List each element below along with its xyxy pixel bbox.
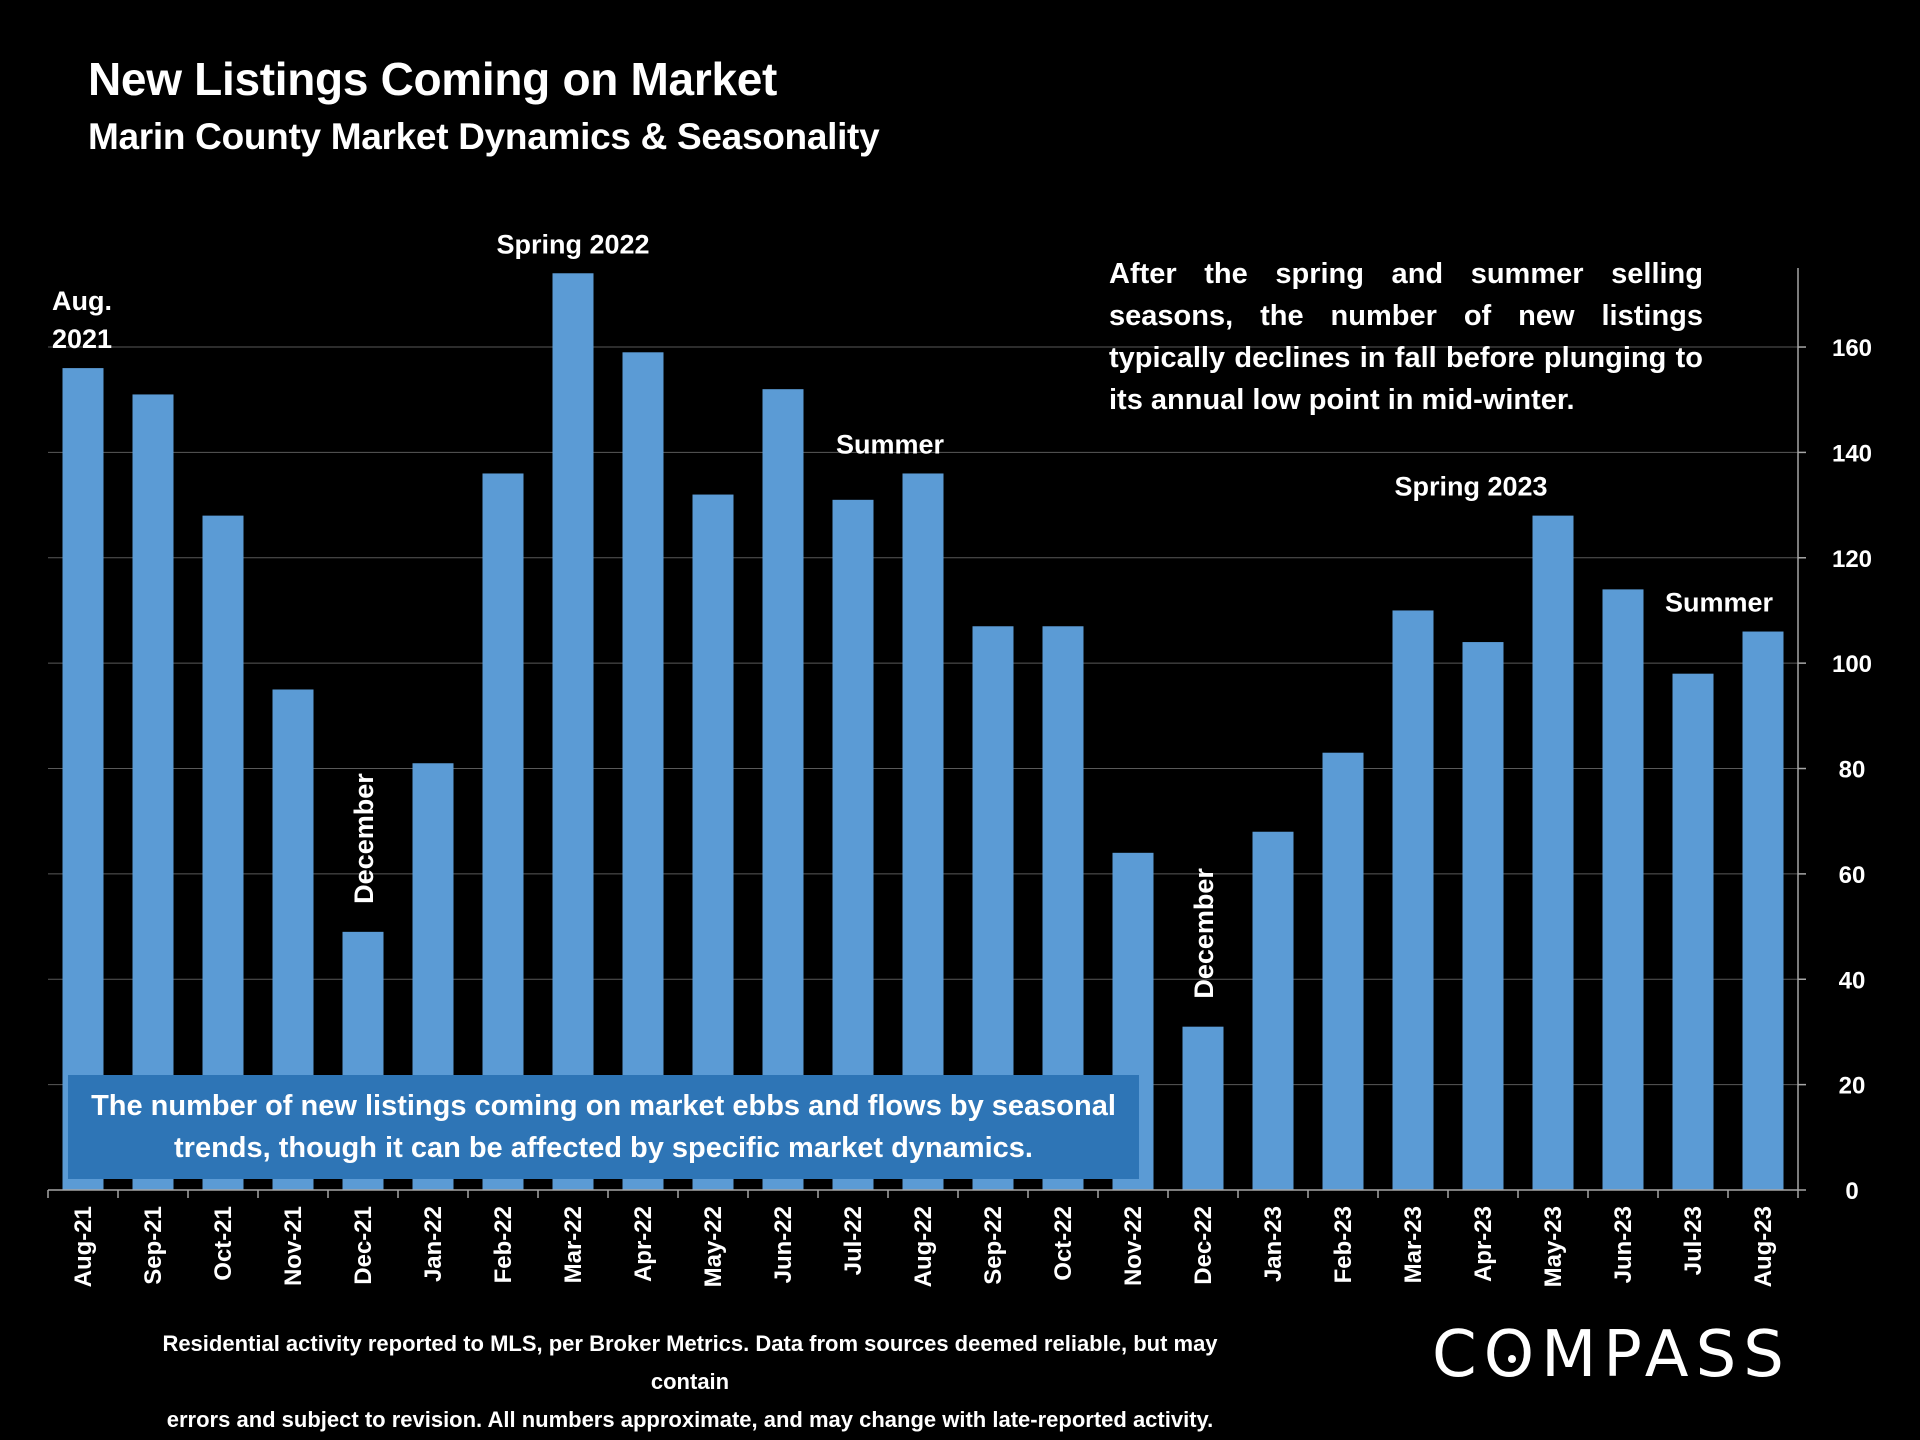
bar — [1322, 752, 1364, 1190]
x-tick-label: Jun-23 — [1610, 1206, 1637, 1283]
x-tick-label: Apr-22 — [630, 1206, 657, 1282]
annotations: Aug. 2021 December Spring 2022 Summer Decembe… — [52, 229, 1774, 998]
x-tick-label: Mar-22 — [560, 1206, 587, 1283]
annotation-label: Aug. — [52, 286, 112, 316]
logo-o: O — [1483, 1318, 1542, 1392]
x-tick-label: Apr-23 — [1470, 1206, 1497, 1282]
annotation-label: December — [1189, 868, 1219, 999]
y-tick-label: 160 — [1832, 335, 1872, 362]
bar — [1392, 610, 1434, 1190]
y-tick-label: 60 — [1839, 862, 1866, 889]
y-tick-label: 100 — [1832, 651, 1872, 678]
y-tick-label: 20 — [1839, 1073, 1866, 1100]
callout-box: The number of new listings coming on mar… — [68, 1075, 1139, 1179]
bar — [132, 394, 174, 1191]
x-tick-label: Sep-22 — [980, 1206, 1007, 1285]
x-tick-label: Nov-22 — [1120, 1206, 1147, 1286]
x-tick-label: May-22 — [700, 1206, 727, 1287]
x-tick-label: Mar-23 — [1400, 1206, 1427, 1283]
x-tick-label: Aug-23 — [1750, 1206, 1777, 1287]
x-tick-label: Jul-23 — [1680, 1206, 1707, 1275]
x-tick-label: May-23 — [1540, 1206, 1567, 1287]
callout-text: The number of new listings coming on mar… — [91, 1090, 1116, 1164]
x-tick-label: Feb-22 — [490, 1206, 517, 1283]
logo-part: C — [1432, 1318, 1484, 1392]
x-tick-label: Oct-21 — [210, 1206, 237, 1281]
bar — [1742, 631, 1784, 1190]
annotation-label: Summer — [1665, 588, 1774, 618]
x-tick-label: Aug-22 — [910, 1206, 937, 1287]
bar — [1672, 673, 1714, 1190]
x-tick-label: Jun-22 — [770, 1206, 797, 1283]
x-tick-label: Nov-21 — [280, 1206, 307, 1286]
bar — [62, 368, 104, 1190]
explanatory-note: After the spring and summer selling seas… — [1109, 258, 1703, 416]
x-tick-label: Aug-21 — [70, 1206, 97, 1287]
bar — [692, 494, 734, 1190]
bar — [1252, 831, 1294, 1190]
annotation-label: December — [349, 773, 379, 904]
logo-part: MPASS — [1541, 1318, 1791, 1392]
axes: 0 20 40 60 80 100 120 140 160 Aug-21 Sep-21 Oct-21 N… — [47, 268, 1872, 1287]
bar — [902, 473, 944, 1191]
annotation-label: 2021 — [52, 324, 112, 354]
bar — [622, 352, 664, 1191]
x-tick-label: Jan-23 — [1260, 1206, 1287, 1282]
y-tick-label: 140 — [1832, 440, 1872, 467]
bar — [762, 389, 804, 1191]
annotation-label: Summer — [836, 429, 945, 459]
bar — [482, 473, 524, 1191]
x-tick-label: Dec-21 — [350, 1206, 377, 1285]
footer-disclaimer: Residential activity reported to MLS, pe… — [130, 1325, 1250, 1439]
annotation-label: Spring 2022 — [496, 229, 649, 259]
bar — [1462, 642, 1504, 1190]
bar — [832, 499, 874, 1190]
x-tick-label: Dec-22 — [1190, 1206, 1217, 1285]
bar — [1182, 1026, 1224, 1190]
chart-title: New Listings Coming on Market — [88, 53, 778, 105]
x-tick-label: Sep-21 — [140, 1206, 167, 1285]
y-tick-label: 40 — [1839, 967, 1866, 994]
footer-line-1: Residential activity reported to MLS, pe… — [162, 1331, 1218, 1394]
bar — [1532, 515, 1574, 1190]
bar — [1602, 589, 1644, 1190]
y-tick-label: 120 — [1832, 546, 1872, 573]
y-tick-label: 80 — [1839, 757, 1866, 784]
x-tick-label: Jan-22 — [420, 1206, 447, 1282]
bar — [552, 273, 594, 1191]
y-tick-label: 0 — [1845, 1178, 1858, 1205]
x-tick-label: Feb-23 — [1330, 1206, 1357, 1283]
x-tick-label: Oct-22 — [1050, 1206, 1077, 1281]
x-tick-label: Jul-22 — [840, 1206, 867, 1275]
annotation-label: Spring 2023 — [1394, 472, 1547, 502]
chart-subtitle: Marin County Market Dynamics & Seasonali… — [88, 116, 880, 157]
compass-logo: COMPASS — [1432, 1318, 1791, 1392]
footer-line-2: errors and subject to revision. All numb… — [166, 1407, 1214, 1432]
